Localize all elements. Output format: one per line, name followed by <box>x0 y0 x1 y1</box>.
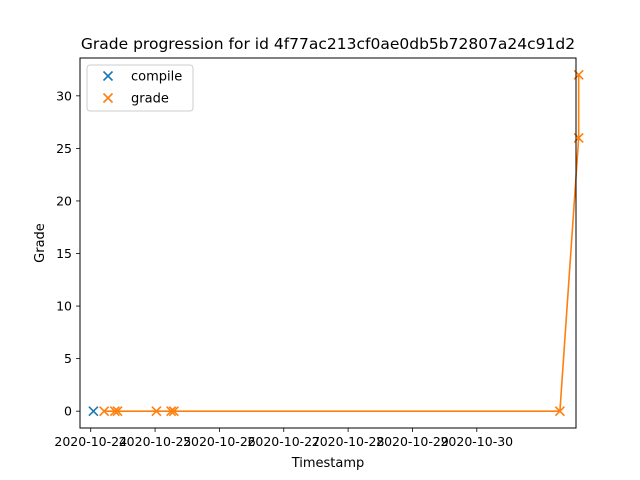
y-axis: 0 5 10 15 20 25 30 <box>56 88 80 419</box>
data-point-grade <box>554 406 565 417</box>
series-line-grade <box>104 74 580 412</box>
y-tick-label: 25 <box>56 141 72 156</box>
data-point-grade <box>166 406 177 417</box>
legend-marker-grade <box>102 92 114 104</box>
y-tick-label: 20 <box>56 193 72 208</box>
y-tick-label: 5 <box>64 351 72 366</box>
y-tick-label: 15 <box>56 246 72 261</box>
x-axis-label: Timestamp <box>291 456 365 471</box>
data-point-grade <box>99 406 110 417</box>
plot-area <box>88 69 584 417</box>
data-point-compile <box>88 406 99 417</box>
chart-title: Grade progression for id 4f77ac213cf0ae0… <box>81 35 575 53</box>
x-tick-label: 2020-10-30 <box>440 434 513 449</box>
series-grade <box>99 69 584 417</box>
x-axis: 2020-10-242020-10-252020-10-262020-10-27… <box>54 428 513 449</box>
x-tick-label: 2020-10-25 <box>119 434 192 449</box>
data-point-grade <box>151 406 162 417</box>
x-tick-label: 2020-10-24 <box>54 434 127 449</box>
data-point-grade <box>109 406 120 417</box>
data-point-grade <box>112 406 123 417</box>
x-tick-label: 2020-10-27 <box>247 434 320 449</box>
y-axis-label: Grade <box>33 223 48 263</box>
plot-frame <box>79 57 577 429</box>
y-tick-label: 0 <box>64 404 72 419</box>
legend: compile grade <box>86 64 194 112</box>
data-point-grade <box>168 406 179 417</box>
series-compile <box>88 406 99 417</box>
y-tick-label: 30 <box>56 88 72 103</box>
legend-marker-compile <box>102 70 114 82</box>
legend-label: grade <box>131 92 169 107</box>
legend-box <box>86 64 194 112</box>
x-tick-label: 2020-10-29 <box>376 434 449 449</box>
x-tick-label: 2020-10-28 <box>312 434 385 449</box>
legend-label: compile <box>131 70 182 85</box>
x-tick-label: 2020-10-26 <box>183 434 256 449</box>
y-tick-label: 10 <box>56 299 72 314</box>
